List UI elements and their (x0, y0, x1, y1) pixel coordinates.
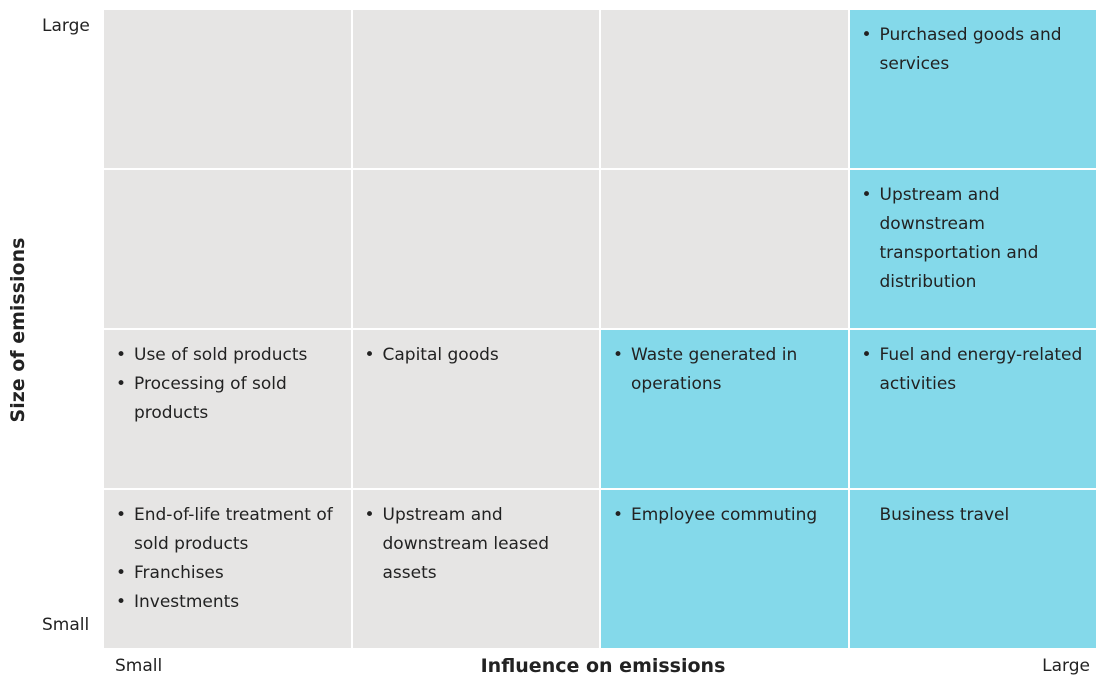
matrix-cell: Business travel (849, 490, 1096, 648)
matrix-cell: Upstream and downstream transportation a… (849, 170, 1096, 328)
matrix-cell: Upstream and downstream leased assets (352, 490, 599, 648)
cell-item: Capital goods (365, 341, 588, 370)
matrix-cell (601, 170, 848, 328)
y-axis-title: Size of emissions (7, 237, 29, 423)
cell-item: Processing of sold products (116, 370, 339, 428)
matrix: Purchased goods and services Upstream and… (104, 10, 1096, 648)
matrix-cell (352, 10, 599, 168)
matrix-cell: Purchased goods and services (849, 10, 1096, 168)
cell-item: End-of-life treatment of sold products (116, 501, 339, 559)
matrix-cell (104, 170, 351, 328)
cell-item: Fuel and energy-related activities (862, 341, 1085, 399)
matrix-cell: Capital goods (352, 330, 599, 488)
x-high-label: Large (1042, 656, 1090, 676)
matrix-cell: Employee commuting (601, 490, 848, 648)
matrix-cell (352, 170, 599, 328)
cell-item: Purchased goods and services (862, 21, 1085, 79)
matrix-cell: Fuel and energy-related activities (849, 330, 1096, 488)
cell-item: Investments (116, 588, 339, 617)
cell-item: Business travel (879, 505, 1010, 525)
cell-item: Waste generated in operations (613, 341, 836, 399)
cell-item: Franchises (116, 559, 339, 588)
y-high-label: Large (42, 16, 90, 36)
matrix-cell: Waste generated in operations (601, 330, 848, 488)
matrix-cell (104, 10, 351, 168)
cell-item: Upstream and downstream transportation a… (862, 181, 1085, 297)
x-axis-title: Influence on emissions (480, 655, 726, 677)
matrix-cell: End-of-life treatment of sold productsFr… (104, 490, 351, 648)
cell-item: Use of sold products (116, 341, 339, 370)
matrix-cell (601, 10, 848, 168)
cell-item: Upstream and downstream leased assets (365, 501, 588, 588)
x-low-label: Small (115, 656, 163, 676)
cell-item: Employee commuting (613, 501, 836, 530)
y-low-label: Small (42, 615, 90, 635)
matrix-cell: Use of sold productsProcessing of sold p… (104, 330, 351, 488)
